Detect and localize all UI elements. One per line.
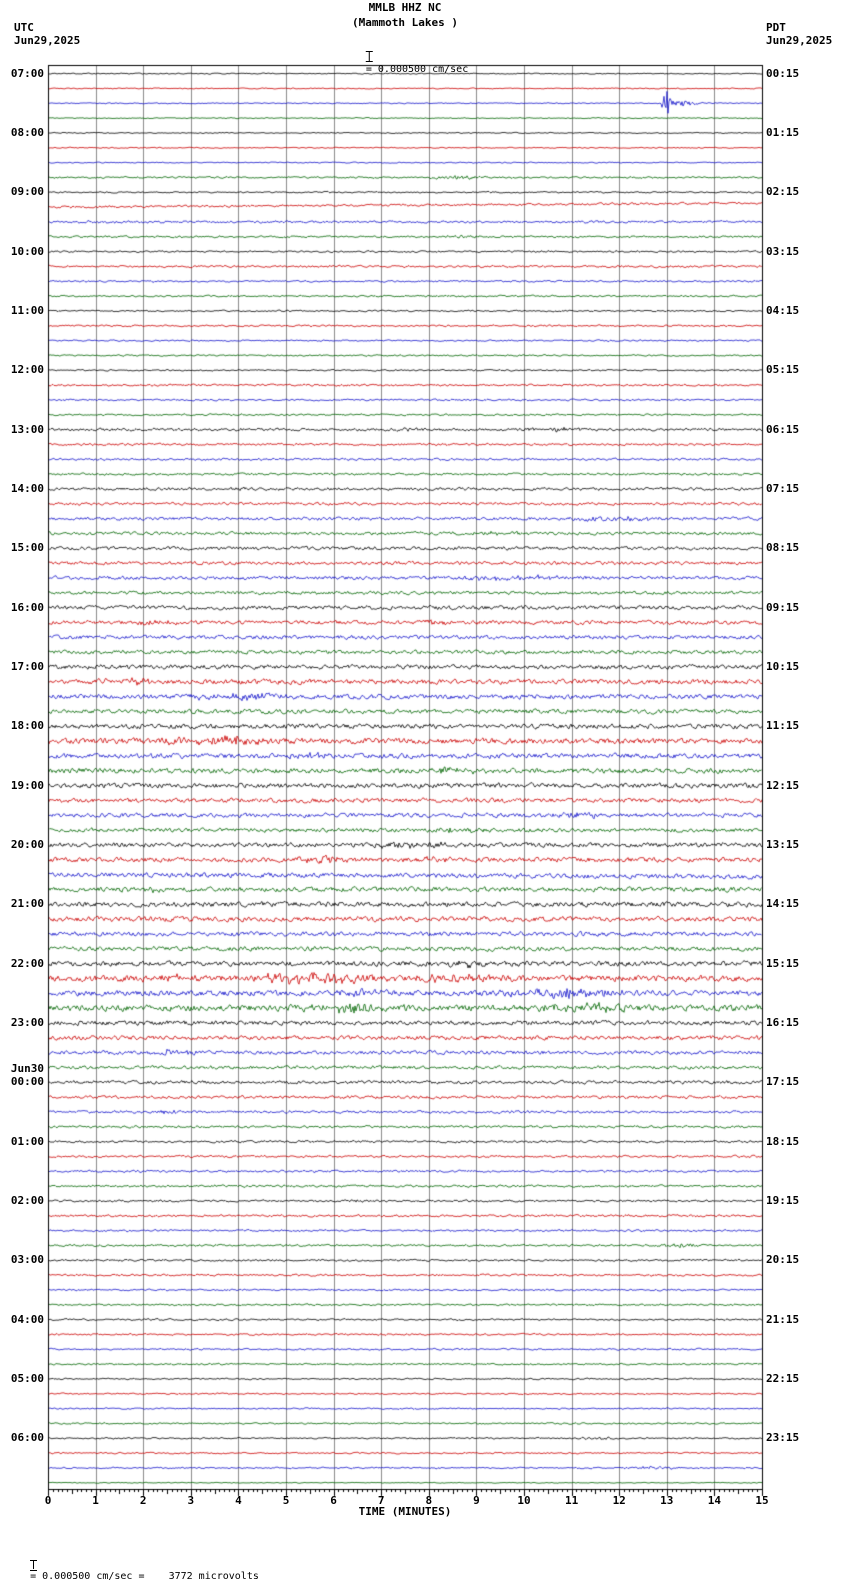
x-tick-label: 8 — [425, 1494, 433, 1507]
x-tick-label: 14 — [707, 1494, 722, 1507]
utc-hour-label: 19:00 — [10, 778, 44, 792]
utc-hour-label: 11:00 — [10, 303, 44, 317]
utc-hour-label: 00:00 — [10, 1075, 44, 1089]
x-tick-label: 11 — [564, 1494, 579, 1507]
right-timezone-label: PDT — [766, 21, 786, 34]
pdt-hour-label: 22:15 — [766, 1371, 800, 1385]
utc-hour-label: 06:00 — [10, 1431, 44, 1445]
utc-hour-label: 01:00 — [10, 1134, 44, 1148]
pdt-hour-label: 04:15 — [766, 303, 800, 317]
left-timezone-label: UTC — [14, 21, 34, 34]
x-tick-label: 15 — [755, 1494, 769, 1507]
utc-hour-label: 15:00 — [10, 541, 44, 555]
utc-hour-label: 05:00 — [10, 1371, 44, 1385]
utc-hour-label: 09:00 — [10, 185, 44, 199]
pdt-hour-label: 14:15 — [766, 897, 800, 911]
pdt-hour-label: 20:15 — [766, 1253, 800, 1267]
utc-hour-label: 03:00 — [10, 1253, 44, 1267]
utc-hour-label: 22:00 — [10, 956, 44, 970]
pdt-hour-label: 07:15 — [766, 481, 800, 495]
pdt-hour-label: 15:15 — [766, 956, 800, 970]
utc-hour-label: 18:00 — [10, 719, 44, 733]
utc-hour-label: 12:00 — [10, 363, 44, 377]
pdt-hour-label: 09:15 — [766, 600, 800, 614]
x-tick-label: 10 — [517, 1494, 531, 1507]
footer-scale-bar-icon — [30, 1560, 38, 1569]
pdt-hour-label: 16:15 — [766, 1015, 800, 1029]
station-title: MMLB HHZ NC — [368, 1, 442, 14]
utc-hour-label: 14:00 — [10, 481, 44, 495]
utc-hour-label: 02:00 — [10, 1193, 44, 1207]
x-tick-label: 1 — [92, 1494, 99, 1507]
utc-hour-label: 21:00 — [10, 897, 44, 911]
utc-hour-label: 07:00 — [10, 66, 44, 80]
utc-hour-label: 16:00 — [10, 600, 44, 614]
pdt-hour-label: 11:15 — [766, 719, 800, 733]
pdt-hour-label: 17:15 — [766, 1075, 800, 1089]
pdt-hour-label: 18:15 — [766, 1134, 800, 1148]
x-tick-label: 7 — [377, 1494, 385, 1507]
pdt-hour-label: 06:15 — [766, 422, 800, 436]
x-tick-label: 4 — [235, 1494, 242, 1507]
pdt-hour-label: 12:15 — [766, 778, 800, 792]
scale-bar-icon — [365, 51, 373, 62]
pdt-hour-label: 21:15 — [766, 1312, 800, 1326]
utc-hour-label: 23:00 — [10, 1015, 44, 1029]
x-tick-label: 13 — [660, 1494, 674, 1507]
x-tick-label: 9 — [473, 1494, 480, 1507]
mid-date-label: Jun30 — [10, 1062, 44, 1076]
pdt-hour-label: 03:15 — [766, 244, 800, 258]
utc-hour-label: 13:00 — [10, 422, 44, 436]
pdt-hour-label: 13:15 — [766, 837, 800, 851]
x-tick-label: 6 — [330, 1494, 337, 1507]
utc-hour-label: 17:00 — [10, 659, 44, 673]
pdt-hour-label: 23:15 — [766, 1431, 800, 1445]
x-tick-label: 12 — [612, 1494, 626, 1507]
pdt-hour-label: 19:15 — [766, 1193, 800, 1207]
x-tick-label: 2 — [139, 1494, 147, 1507]
x-tick-label: 3 — [187, 1494, 195, 1507]
utc-hour-label: 20:00 — [10, 837, 44, 851]
pdt-hour-label: 02:15 — [766, 185, 800, 199]
x-tick-label: 5 — [282, 1494, 290, 1507]
utc-hour-label: 04:00 — [10, 1312, 44, 1326]
scale-indicator: = 0.000500 cm/sec — [342, 40, 468, 86]
utc-hour-label: 08:00 — [10, 125, 44, 139]
footer-scale-note: = 0.000500 cm/sec = 3772 microvolts — [6, 1549, 259, 1584]
pdt-hour-label: 10:15 — [766, 659, 800, 673]
footer-scale-text: = 0.000500 cm/sec = 3772 microvolts — [30, 1571, 259, 1582]
x-axis-title: TIME (MINUTES) — [358, 1505, 452, 1518]
pdt-hour-label: 08:15 — [766, 541, 800, 555]
pdt-hour-label: 05:15 — [766, 363, 800, 377]
left-date-label: Jun29,2025 — [14, 34, 81, 47]
pdt-hour-label: 00:15 — [766, 66, 800, 80]
x-tick-label: 0 — [44, 1494, 52, 1507]
scale-indicator-text: = 0.000500 cm/sec — [365, 64, 469, 75]
pdt-hour-label: 01:15 — [766, 125, 800, 139]
station-subtitle: (Mammoth Lakes ) — [352, 16, 458, 29]
utc-hour-label: 10:00 — [10, 244, 44, 258]
right-date-label: Jun29,2025 — [766, 34, 833, 47]
